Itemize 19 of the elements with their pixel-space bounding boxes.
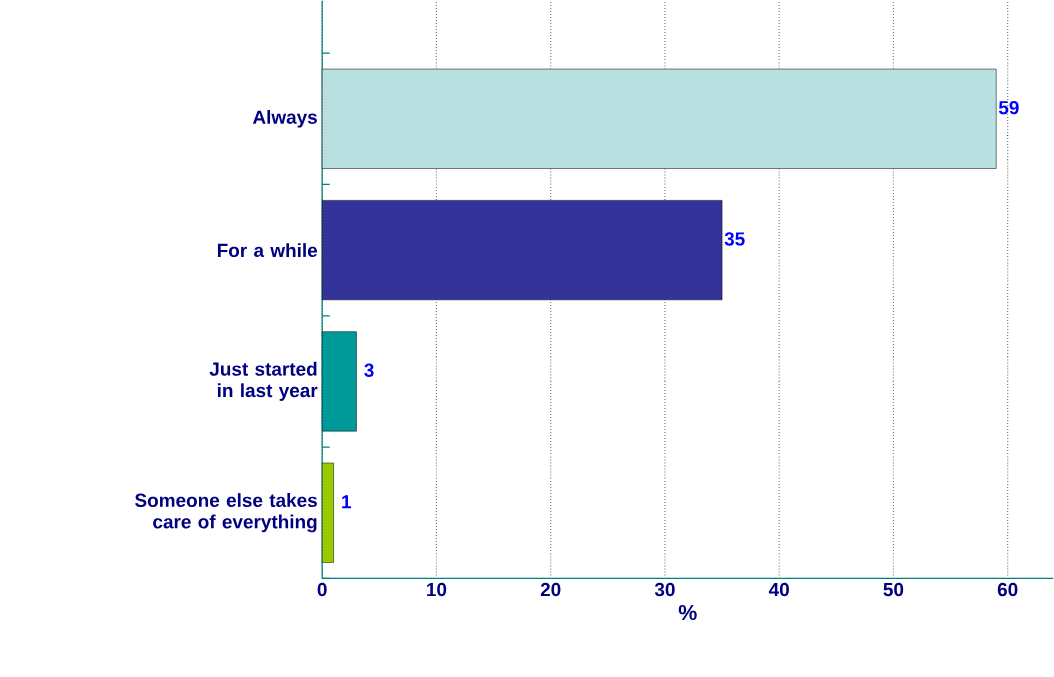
- data-label: 35: [724, 232, 745, 246]
- y-tick-label: For a while: [217, 243, 318, 258]
- data-label: 1: [342, 495, 351, 509]
- y-tick-label: Someone else takes care of everything: [135, 493, 317, 533]
- x-tick-label: 50: [883, 582, 904, 597]
- x-tick-label: 60: [997, 582, 1018, 597]
- data-label: 59: [998, 100, 1019, 115]
- x-tick-label: 20: [540, 582, 561, 597]
- y-tick-label: Always: [252, 110, 317, 128]
- x-tick-label: 30: [654, 582, 675, 597]
- bar: [321, 331, 357, 432]
- y-tick-label: Just started in last year: [209, 361, 318, 402]
- x-tick-label: 10: [427, 582, 447, 597]
- x-tick-label: 40: [768, 582, 789, 597]
- bar: [321, 200, 723, 301]
- x-tick-label: 0: [317, 582, 327, 597]
- bar: [321, 462, 334, 563]
- x-axis-title: %: [678, 605, 697, 621]
- data-label: 3: [364, 363, 374, 378]
